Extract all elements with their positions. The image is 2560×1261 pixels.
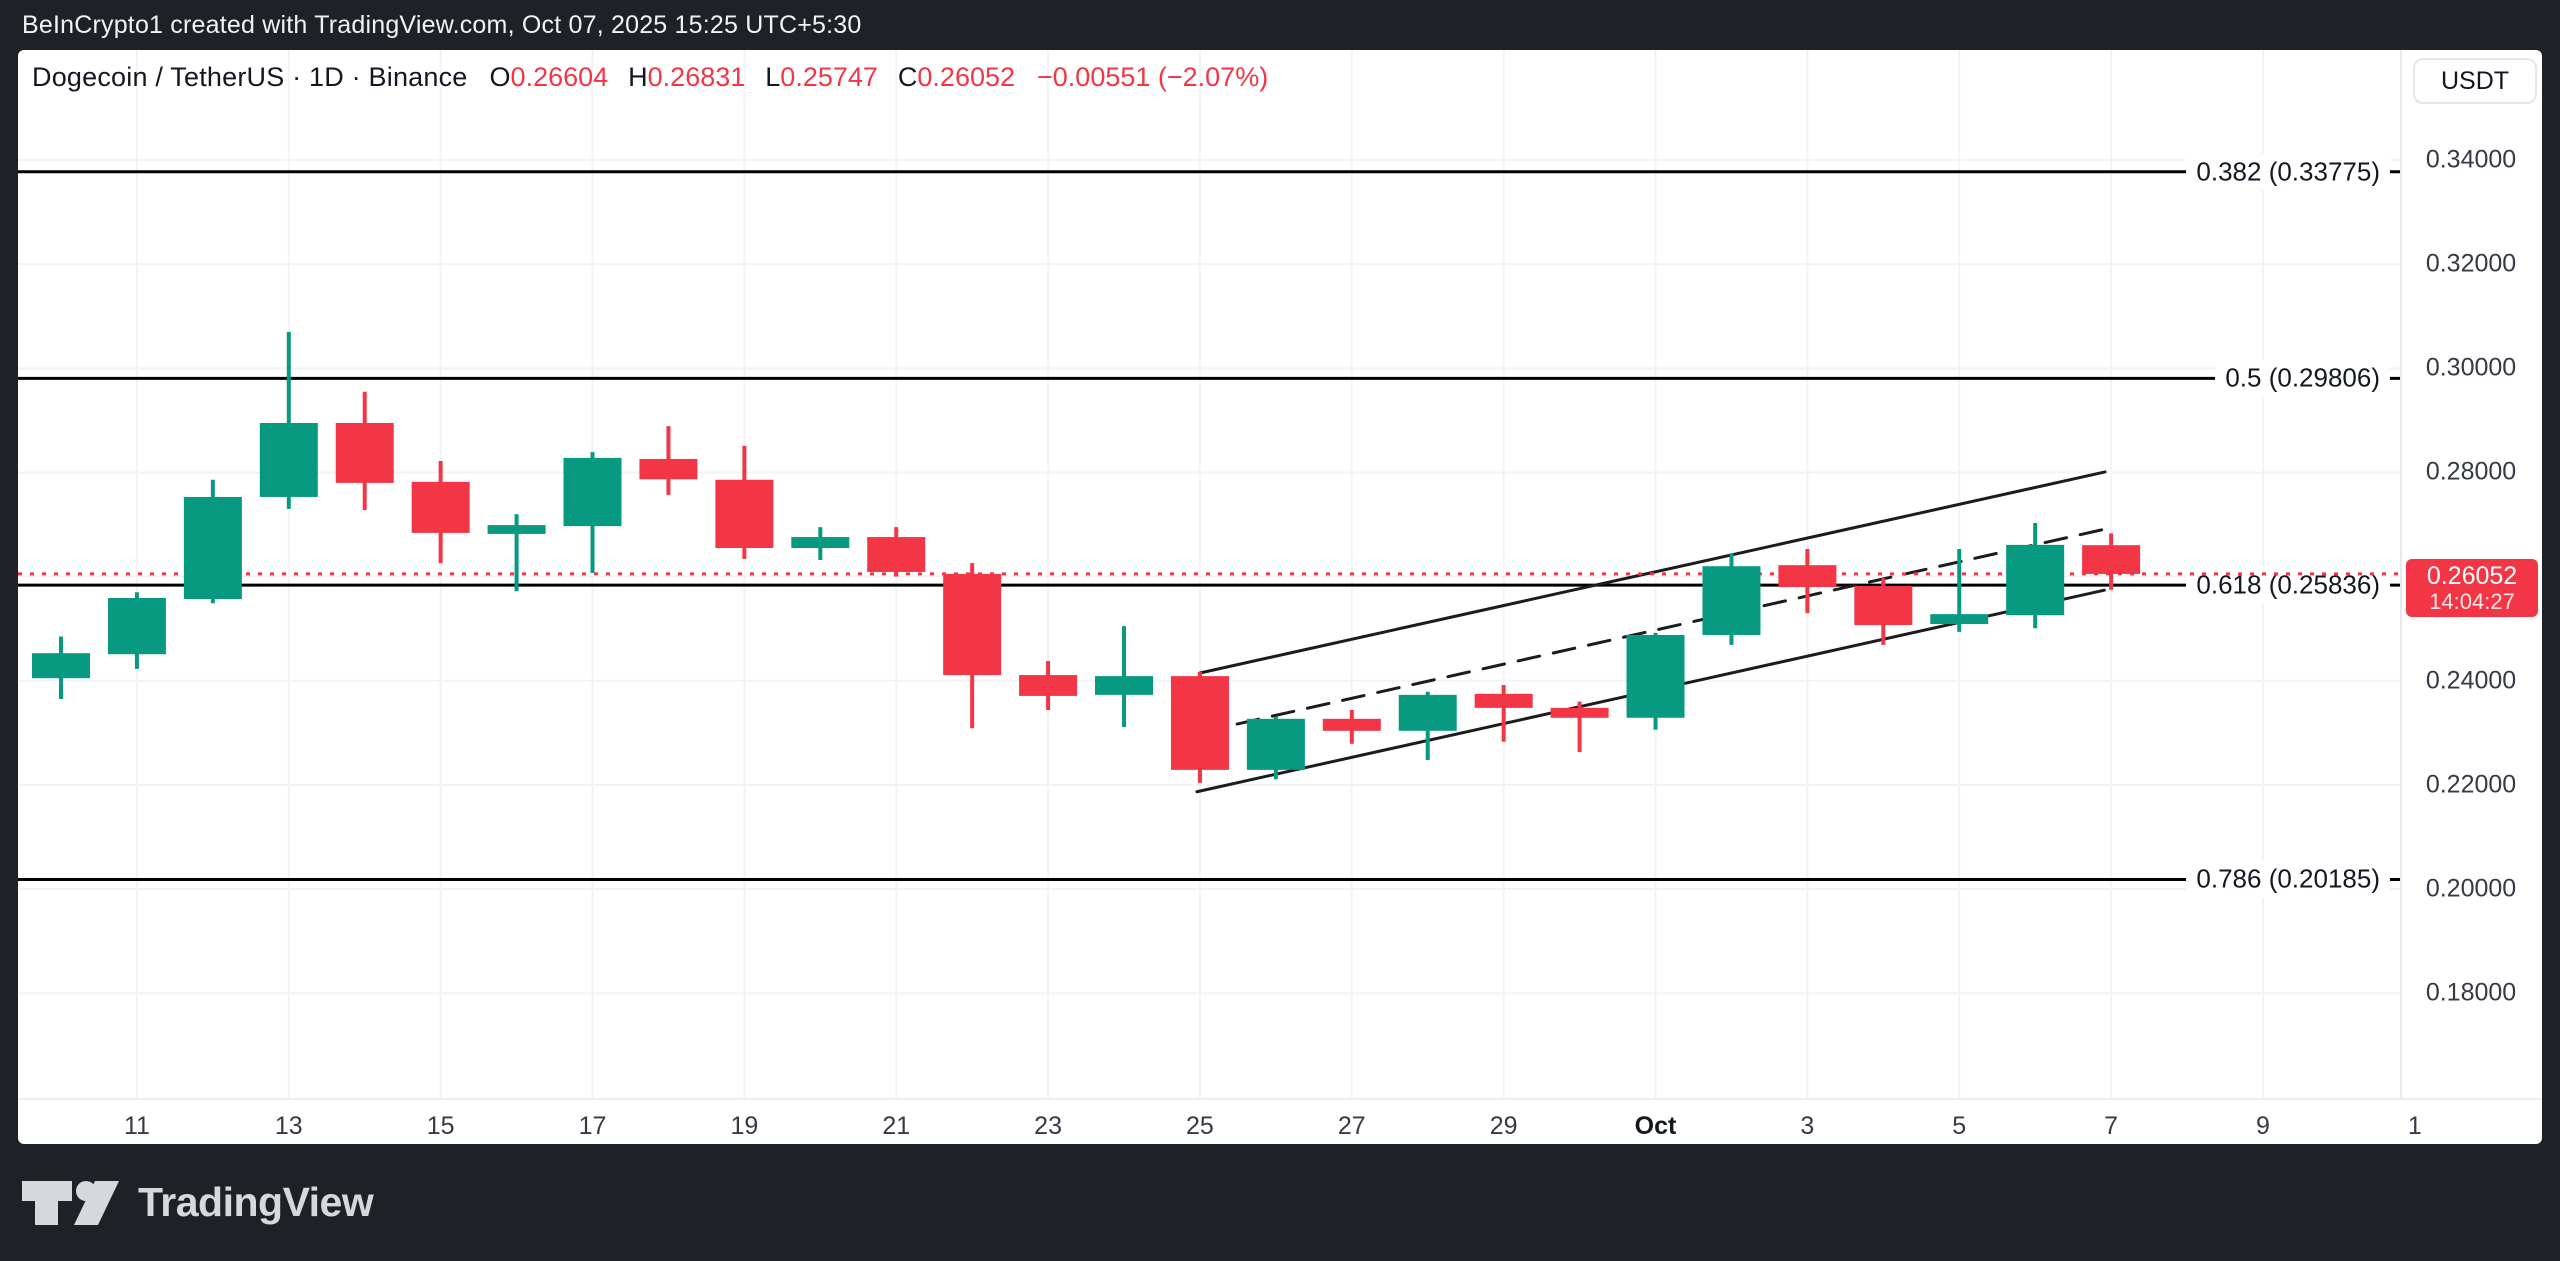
attribution-bar: BeInCrypto1 created with TradingView.com… [0, 0, 2560, 50]
time-tick-label: 25 [1186, 1112, 1214, 1141]
time-tick-label: 7 [2104, 1112, 2118, 1141]
ohlc-item: C0.26052 [898, 62, 1015, 93]
time-tick-label: 1 [2408, 1112, 2422, 1141]
time-tick-label: 5 [1952, 1112, 1966, 1141]
last-price-badge: 0.26052 14:04:27 [2406, 559, 2538, 617]
change-readout: −0.00551 (−2.07%) [1037, 62, 1268, 93]
ohlc-readout: O0.26604 H0.26831 L0.25747 C0.26052 [490, 62, 1015, 93]
time-tick-label: 23 [1034, 1112, 1062, 1141]
time-tick-label: 27 [1338, 1112, 1366, 1141]
symbol-title[interactable]: Dogecoin / TetherUS · 1D · Binance [32, 62, 468, 93]
tradingview-logo-icon [22, 1179, 122, 1227]
time-tick-label: 29 [1490, 1112, 1518, 1141]
time-tick-label: 11 [124, 1112, 150, 1141]
ohlc-item: L0.25747 [765, 62, 878, 93]
time-tick-label: 17 [579, 1112, 607, 1141]
time-tick-label: 9 [2256, 1112, 2270, 1141]
time-tick-label: 19 [730, 1112, 758, 1141]
time-tick-label: 21 [882, 1112, 910, 1141]
time-tick-label: Oct [1635, 1112, 1677, 1141]
time-axis[interactable]: 11 13 15 17 19 21 23 25 27 29 Oct 3 5 7 9 1 [18, 50, 2542, 1144]
countdown-timer: 14:04:27 [2429, 590, 2515, 615]
time-tick-label: 3 [1800, 1112, 1814, 1141]
currency-toggle-button[interactable]: USDT [2413, 58, 2537, 104]
footer-bar: TradingView [0, 1144, 2560, 1261]
page-root: BeInCrypto1 created with TradingView.com… [0, 0, 2560, 1261]
chart-header: Dogecoin / TetherUS · 1D · Binance O0.26… [32, 62, 1268, 93]
ohlc-item: H0.26831 [628, 62, 745, 93]
tradingview-logo[interactable]: TradingView [22, 1179, 373, 1227]
time-tick-label: 13 [275, 1112, 303, 1141]
ohlc-item: O0.26604 [490, 62, 609, 93]
tradingview-logo-text: TradingView [138, 1179, 373, 1226]
attribution-text: BeInCrypto1 created with TradingView.com… [0, 11, 862, 40]
last-price-value: 0.26052 [2427, 562, 2517, 590]
time-tick-label: 15 [427, 1112, 455, 1141]
chart-widget: 0.382 (0.33775)0.5 (0.29806)0.618 (0.258… [18, 50, 2542, 1144]
